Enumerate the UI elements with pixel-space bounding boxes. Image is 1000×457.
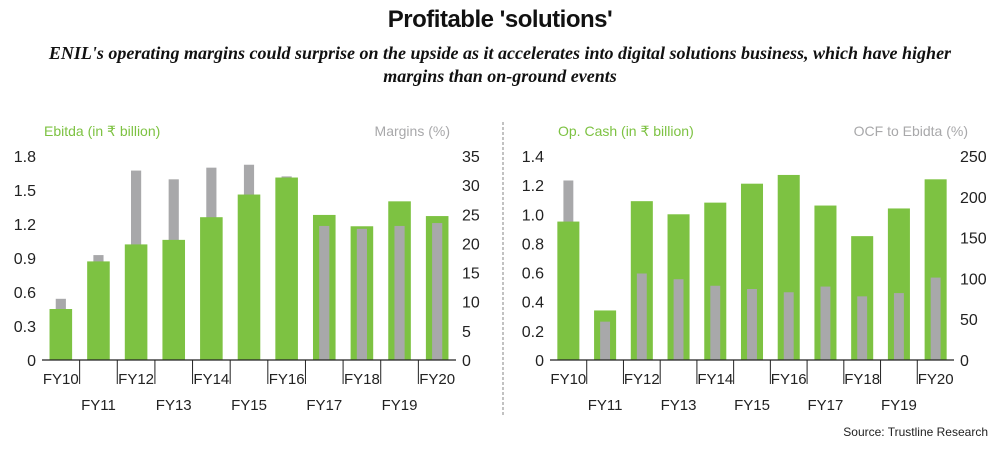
bar-primary [200,217,223,360]
bar-secondary [930,277,941,360]
bar-primary [887,208,910,360]
bar-secondary [710,285,721,360]
chart-subtitle: ENIL's operating margins could surprise … [48,43,952,86]
source-note: Source: Trustline Research [843,425,988,439]
left-tick-label: 0.6 [522,266,544,283]
left-tick-label: 1.8 [14,149,36,166]
bar-secondary [319,225,330,360]
bar-primary [740,183,764,360]
bar-primary [924,179,947,360]
x-tick-label: FY13 [661,397,697,414]
x-tick-label: FY17 [306,397,342,414]
right-tick-label: 10 [462,295,480,312]
left-tick-label: 1.4 [522,149,544,166]
left-tick-label: 1.2 [14,217,36,234]
right-tick-label: 35 [462,149,480,166]
left-axis-label: Ebitda (in ₹ billion) [44,123,160,139]
x-tick-label: FY14 [193,371,229,388]
bar-secondary [747,289,757,360]
x-tick-label: FY15 [734,397,770,414]
bar-primary [557,221,580,360]
right-tick-label: 150 [960,231,987,248]
bar-secondary [857,296,868,360]
x-tick-label: FY14 [697,371,733,388]
x-tick-label: FY19 [881,397,917,414]
right-tick-label: 25 [462,207,480,224]
bar-secondary [673,279,684,360]
right-tick-label: 20 [462,236,480,253]
x-tick-label: FY20 [918,371,954,388]
x-tick-label: FY12 [118,371,154,388]
left-tick-label: 0 [27,353,36,370]
left-tick-label: 0.6 [14,285,36,302]
right-tick-label: 15 [462,266,480,283]
left-tick-label: 0.8 [522,236,544,253]
x-tick-label: FY13 [156,397,192,414]
bar-primary [87,261,110,360]
bar-secondary [394,225,405,360]
left-axis-label: Op. Cash (in ₹ billion) [558,123,694,139]
bar-primary [777,174,800,360]
left-tick-label: 0.2 [522,324,544,341]
left-tick-label: 1.0 [522,207,544,224]
right-tick-label: 5 [462,324,471,341]
x-tick-label: FY18 [844,371,880,388]
left-tick-label: 0.3 [14,319,36,336]
left-tick-label: 0.4 [522,295,544,312]
chart-title: Profitable 'solutions' [387,6,613,33]
x-tick-label: FY12 [624,371,660,388]
right-tick-label: 0 [462,353,471,370]
right-axis-label: Margins (%) [375,123,450,139]
x-tick-label: FY16 [269,371,305,388]
left-tick-label: 1.5 [14,183,36,200]
left-tick-label: 0.9 [14,251,36,268]
x-tick-label: FY11 [81,397,116,414]
right-tick-label: 0 [960,353,969,370]
bar-secondary [432,223,443,360]
left-tick-label: 1.2 [522,178,544,195]
bar-secondary [783,292,794,360]
x-tick-label: FY11 [588,397,623,414]
left-tick-label: 0 [535,353,544,370]
bar-secondary [356,228,367,360]
right-tick-label: 30 [462,178,480,195]
right-tick-label: 100 [960,271,987,288]
bar-secondary [600,321,611,360]
x-tick-label: FY20 [419,371,455,388]
right-tick-label: 50 [960,312,978,329]
right-tick-label: 200 [960,190,987,207]
bar-primary [162,239,186,360]
bar-primary [814,205,837,360]
x-tick-label: FY10 [43,371,79,388]
bar-secondary [820,286,831,360]
x-tick-label: FY18 [344,371,380,388]
x-tick-label: FY16 [771,371,807,388]
x-tick-label: FY10 [550,371,586,388]
bar-primary [704,202,727,360]
x-tick-label: FY19 [382,397,418,414]
bar-secondary [636,273,647,360]
bar-secondary [893,293,904,360]
x-tick-label: FY17 [808,397,844,414]
bar-primary [124,244,148,360]
right-tick-label: 250 [960,149,987,166]
bar-primary [237,194,261,360]
right-axis-label: OCF to Ebidta (%) [854,123,968,139]
bar-primary [275,177,298,360]
bar-primary [49,309,73,360]
x-tick-label: FY15 [231,397,267,414]
